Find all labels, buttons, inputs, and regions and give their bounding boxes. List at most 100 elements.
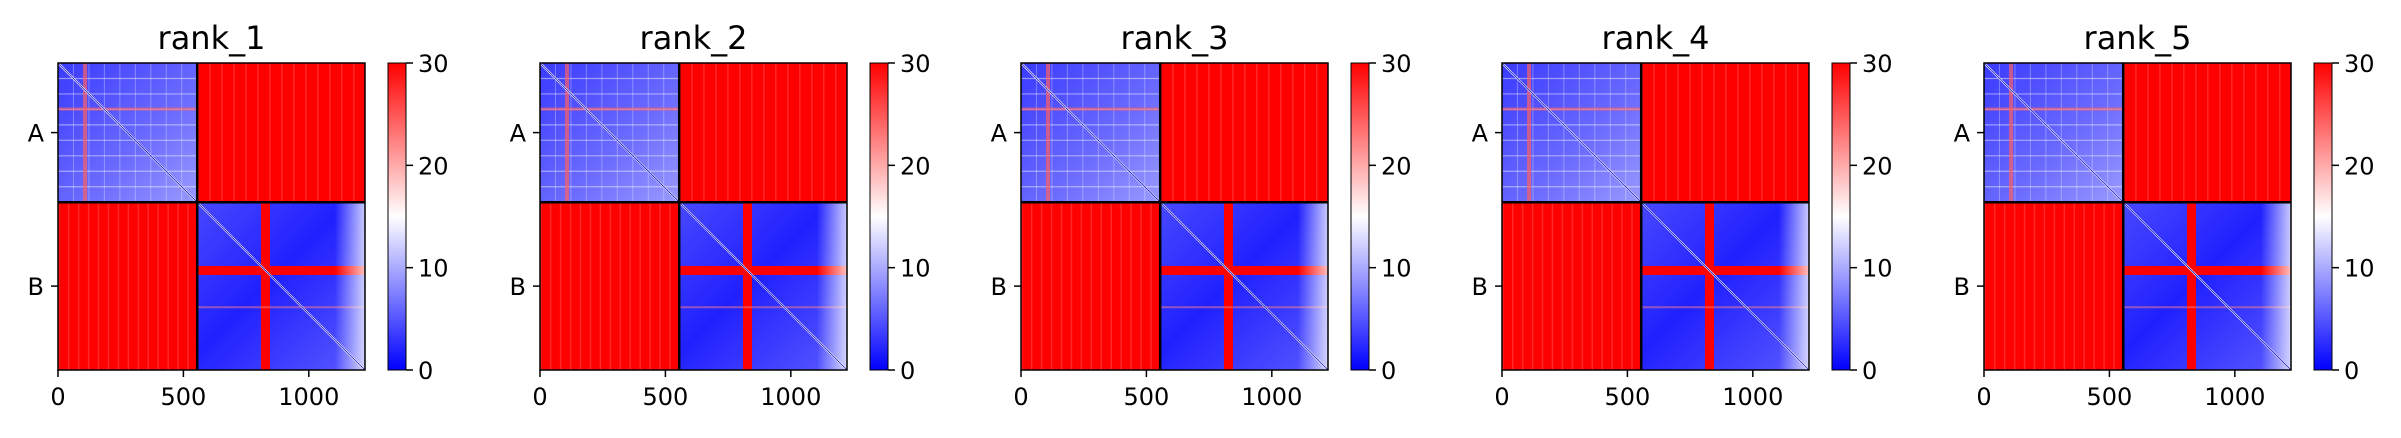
heatmap-block-ba — [1984, 202, 2124, 370]
colorbar-tick-label: 10 — [2344, 255, 2375, 283]
heatmap-block-ab — [2123, 63, 2291, 203]
heatmap-stripe — [269, 63, 271, 203]
heatmap-stripe — [1232, 63, 1234, 203]
colorbar-tick-label: 30 — [1381, 50, 1412, 78]
heatmap-stripe — [619, 202, 622, 370]
heatmap-band — [197, 306, 365, 309]
heatmap-stripe — [1737, 63, 1739, 203]
plot-frame — [1983, 62, 2292, 371]
plot-frame — [1501, 62, 1810, 371]
plot-frame — [57, 62, 366, 371]
heatmap-stripe — [629, 202, 631, 370]
x-tick-label: 1000 — [1722, 383, 1783, 411]
heatmap-stripe — [1256, 63, 1258, 203]
heatmap-stripe — [2013, 202, 2016, 370]
heatmap-stripe — [1621, 202, 1623, 370]
colorbar-tick-label: 0 — [2344, 357, 2359, 385]
colorbar-tick-label: 20 — [418, 152, 449, 180]
heatmap-stripe — [2103, 202, 2105, 370]
heatmap-stripe — [1172, 63, 1174, 203]
heatmap-stripe — [137, 202, 140, 370]
heatmap-stripe — [835, 63, 837, 203]
heatmap-stripe — [107, 202, 110, 370]
x-tick-label: 1000 — [1241, 383, 1302, 411]
x-tick-label: 500 — [1124, 383, 1170, 411]
heatmap-stripe — [1060, 202, 1063, 370]
heatmap-stripe — [2255, 63, 2257, 203]
panel-title: rank_2 — [640, 19, 748, 57]
heatmap-stripe — [167, 202, 169, 370]
heatmap-stripe — [639, 202, 641, 370]
heatmap-stripe — [1280, 63, 1282, 203]
colorbar-frame — [2313, 62, 2333, 371]
heatmap-stripe — [1070, 202, 1073, 370]
heatmap-stripe — [293, 63, 295, 203]
heatmap-block-ba — [1021, 202, 1161, 370]
heatmap-stripe — [1184, 63, 1186, 203]
colorbar-tick-label: 30 — [1862, 50, 1893, 78]
heatmap-diagonal — [539, 62, 848, 371]
heatmap-band — [1984, 107, 2124, 111]
heatmap-band — [1704, 202, 1714, 370]
colorbar — [2314, 63, 2332, 370]
heatmap-block-ab — [197, 63, 365, 203]
heatmap-band — [2123, 265, 2291, 275]
heatmap-stripe — [727, 63, 729, 203]
heatmap-fade — [1778, 202, 1809, 370]
heatmap-stripe — [775, 63, 777, 203]
colorbar-tick-label: 20 — [2344, 152, 2375, 180]
heatmap-band — [2123, 306, 2291, 309]
heatmap-block-ab — [1641, 63, 1809, 203]
colorbar-tick-label: 20 — [900, 152, 931, 180]
heatmap-stripe — [187, 202, 189, 370]
colorbar-tick-label: 0 — [1381, 357, 1396, 385]
heatmap-stripe — [2033, 202, 2036, 370]
heatmap-band — [197, 265, 365, 275]
heatmap-stripe — [117, 202, 120, 370]
heatmap-band — [2186, 202, 2196, 370]
heatmap-stripe — [1653, 63, 1655, 203]
heatmap-stripe — [649, 202, 651, 370]
heatmap-band — [1223, 202, 1233, 370]
heatmap-stripe — [1701, 63, 1703, 203]
colorbar-frame — [387, 62, 407, 371]
heatmap-band — [1641, 306, 1809, 309]
colorbar-tick-label: 0 — [1862, 357, 1877, 385]
heatmap-band — [1641, 265, 1809, 275]
colorbar-tick-label: 30 — [2344, 50, 2375, 78]
colorbar-frame — [1350, 62, 1370, 371]
heatmap-stripe — [1689, 63, 1691, 203]
heatmap-stripe — [2083, 202, 2085, 370]
heatmap-stripe — [739, 63, 741, 203]
colorbar-frame — [869, 62, 889, 371]
heatmap-stripe — [2231, 63, 2233, 203]
heatmap-stripe — [2053, 202, 2056, 370]
heatmap-block-ba — [58, 202, 198, 370]
heatmap-stripe — [751, 63, 753, 203]
heatmap-stripe — [1100, 202, 1103, 370]
heatmap-stripe — [257, 63, 259, 203]
heatmap-band — [1502, 107, 1642, 111]
heatmap-stripe — [715, 63, 717, 203]
heatmap-stripe — [1130, 202, 1132, 370]
heatmap-band — [540, 107, 680, 111]
heatmap-stripe — [549, 202, 552, 370]
heatmap-stripe — [1785, 63, 1787, 203]
heatmap-stripe — [245, 63, 247, 203]
heatmap-block-ab — [679, 63, 847, 203]
heatmap-stripe — [2113, 202, 2115, 370]
heatmap-stripe — [1268, 63, 1270, 203]
heatmap-stripe — [1761, 63, 1763, 203]
panel-title: rank_5 — [2084, 19, 2192, 57]
heatmap-stripe — [559, 202, 562, 370]
heatmap-diagonal — [57, 62, 366, 371]
heatmap-stripe — [1725, 63, 1727, 203]
x-tick-label: 500 — [643, 383, 689, 411]
heatmap-diagonal — [1020, 62, 1329, 371]
heatmap-stripe — [1090, 202, 1093, 370]
panel-title: rank_3 — [1121, 19, 1229, 57]
heatmap-stripe — [659, 202, 661, 370]
colorbar-tick-label: 30 — [900, 50, 931, 78]
heatmap-stripe — [2147, 63, 2149, 203]
